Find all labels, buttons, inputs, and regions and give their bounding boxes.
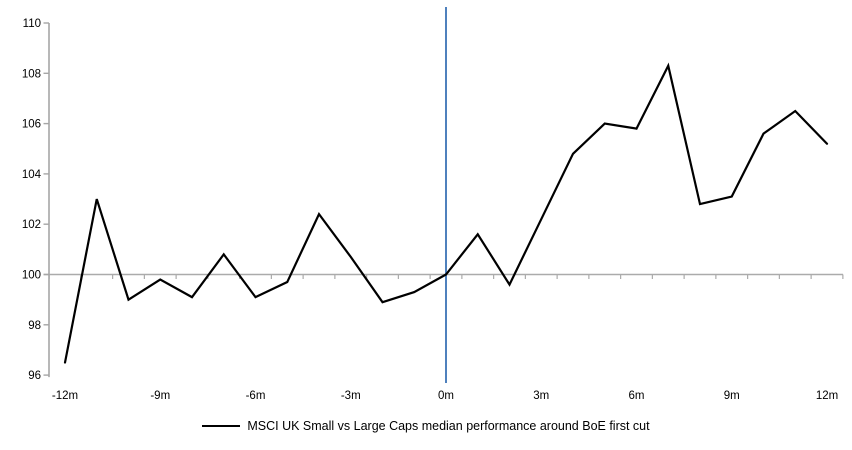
y-tick-label: 96 — [28, 370, 41, 382]
y-tick-label: 104 — [22, 169, 42, 181]
y-tick-label: 106 — [22, 119, 41, 131]
x-tick-label: 3m — [533, 390, 549, 402]
legend: MSCI UK Small vs Large Caps median perfo… — [0, 414, 852, 446]
x-tick-label: 12m — [816, 390, 838, 402]
y-tick-label: 108 — [22, 68, 41, 80]
x-tick-label: -3m — [341, 390, 361, 402]
baseline-group — [43, 273, 844, 279]
x-tick-label: -6m — [246, 390, 266, 402]
y-axis-group — [43, 22, 50, 378]
y-tick-label: 98 — [28, 320, 41, 332]
line-chart-svg: 96 98 100 102 104 106 108 110 -12m -9m -6m -3m 0m 3m 6… — [22, 7, 844, 402]
y-tick-label: 110 — [23, 18, 41, 30]
x-tick-label: -12m — [52, 390, 78, 402]
x-tick-label: 0m — [438, 390, 454, 402]
x-tick-label: -9m — [150, 390, 170, 402]
y-tick-label: 100 — [22, 270, 41, 282]
series-line — [63, 62, 829, 364]
labels-group: 96 98 100 102 104 106 108 110 -12m -9m -6m -3m 0m 3m 6… — [22, 18, 838, 402]
legend-label: MSCI UK Small vs Large Caps median perfo… — [247, 419, 650, 433]
series-group — [63, 62, 829, 364]
x-tick-label: 6m — [629, 390, 645, 402]
x-tick-label: 9m — [724, 390, 740, 402]
legend-line-swatch — [202, 425, 241, 427]
y-tick-label: 102 — [22, 219, 41, 231]
